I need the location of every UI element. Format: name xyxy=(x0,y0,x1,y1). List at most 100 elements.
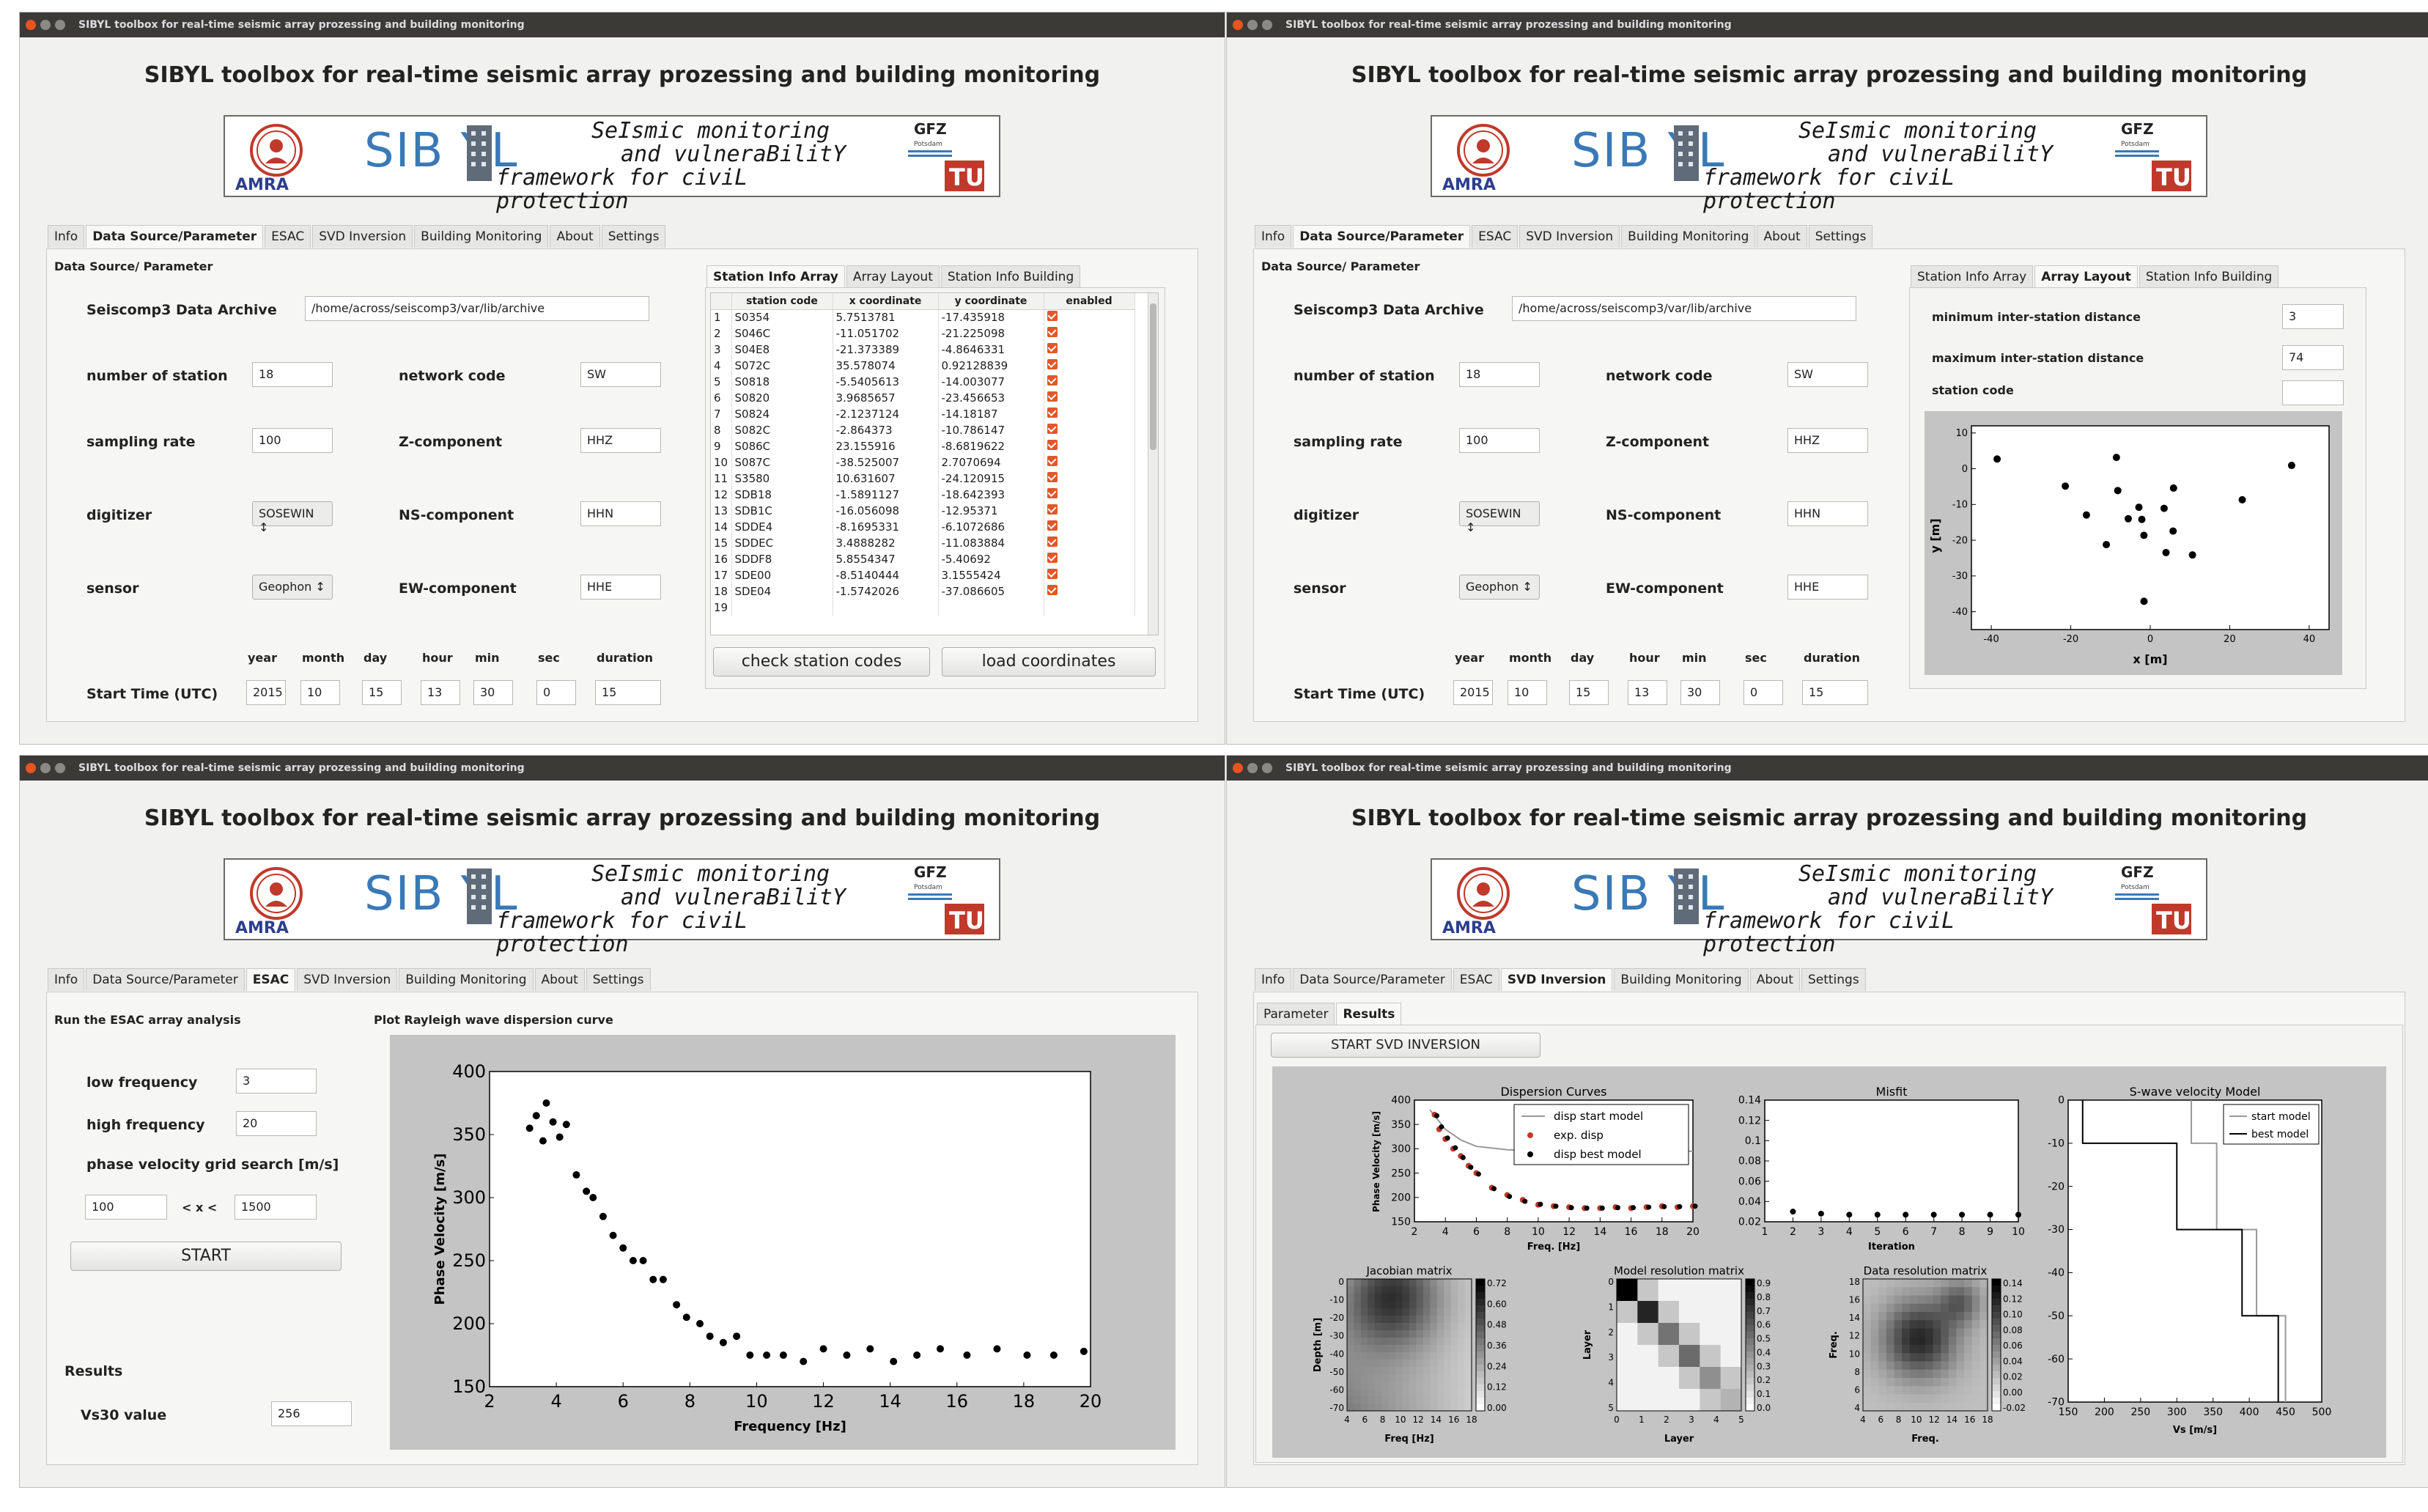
table-cell[interactable]: -11.083884 xyxy=(938,535,1044,551)
time-field-duration[interactable]: 15 xyxy=(1802,680,1868,705)
grid-min-field[interactable]: 100 xyxy=(85,1195,167,1220)
table-cell[interactable]: S04E8 xyxy=(731,342,833,358)
table-cell[interactable]: -2.864373 xyxy=(833,422,939,438)
tab-info[interactable]: Info xyxy=(48,968,85,991)
enabled-checkbox[interactable] xyxy=(1047,327,1058,337)
enabled-cell[interactable] xyxy=(1044,471,1135,487)
table-cell[interactable]: -12.95371 xyxy=(938,503,1044,519)
enabled-cell[interactable] xyxy=(1044,325,1135,342)
enabled-checkbox[interactable] xyxy=(1047,359,1058,369)
enabled-cell[interactable] xyxy=(1044,567,1135,583)
table-cell[interactable]: 10 xyxy=(711,454,732,471)
table-cell[interactable]: -1.5891127 xyxy=(833,487,939,503)
min-distance-field[interactable]: 3 xyxy=(2282,304,2344,329)
time-field-month[interactable]: 10 xyxy=(300,680,340,705)
enabled-checkbox[interactable] xyxy=(1047,424,1058,434)
table-cell[interactable]: S082C xyxy=(731,422,833,438)
subtab-array-layout[interactable]: Array Layout xyxy=(2034,265,2138,288)
tab-building-monitoring[interactable]: Building Monitoring xyxy=(1621,225,1756,248)
table-cell[interactable]: -8.6819622 xyxy=(938,438,1044,454)
table-cell[interactable]: S0824 xyxy=(731,406,833,422)
enabled-checkbox[interactable] xyxy=(1047,569,1058,579)
tab-info[interactable]: Info xyxy=(1255,225,1292,248)
station-code-field[interactable] xyxy=(2282,380,2344,405)
table-cell[interactable]: -6.1072686 xyxy=(938,519,1044,535)
time-field-year[interactable]: 2015 xyxy=(246,680,286,705)
table-cell[interactable]: 1 xyxy=(711,309,732,325)
enabled-checkbox[interactable] xyxy=(1047,504,1058,515)
table-cell[interactable]: 17 xyxy=(711,567,732,583)
column-header[interactable]: x coordinate xyxy=(833,293,939,310)
tab-esac[interactable]: ESAC xyxy=(265,225,311,248)
table-cell[interactable]: 0.92128839 xyxy=(938,358,1044,374)
subtab-station-info-building[interactable]: Station Info Building xyxy=(2139,265,2279,288)
table-row[interactable]: 1 S0354 5.7513781 -17.435918 xyxy=(711,309,1135,325)
enabled-cell[interactable] xyxy=(1044,438,1135,454)
enabled-checkbox[interactable] xyxy=(1047,488,1058,498)
scrollbar-thumb[interactable] xyxy=(1150,303,1156,450)
enabled-checkbox[interactable] xyxy=(1047,472,1058,482)
tab-info[interactable]: Info xyxy=(1255,968,1292,991)
table-cell[interactable]: -14.003077 xyxy=(938,374,1044,390)
table-cell[interactable]: 3 xyxy=(711,342,732,358)
table-cell[interactable]: 14 xyxy=(711,519,732,535)
z-component-field[interactable]: HHZ xyxy=(580,428,661,453)
network-code-field[interactable]: SW xyxy=(1787,362,1868,387)
enabled-checkbox[interactable] xyxy=(1047,520,1058,531)
enabled-cell[interactable] xyxy=(1044,342,1135,358)
enabled-cell[interactable] xyxy=(1044,600,1135,616)
table-cell[interactable]: -8.5140444 xyxy=(833,567,939,583)
table-cell[interactable]: -10.786147 xyxy=(938,422,1044,438)
tab-data-source[interactable]: Data Source/Parameter xyxy=(1293,968,1452,991)
time-field-day[interactable]: 15 xyxy=(1569,680,1609,705)
tab-esac[interactable]: ESAC xyxy=(1472,225,1519,248)
enabled-checkbox[interactable] xyxy=(1047,311,1058,322)
maximize-button[interactable] xyxy=(55,20,65,30)
enabled-checkbox[interactable] xyxy=(1047,391,1058,402)
archive-path-field[interactable]: /home/across/seiscomp3/var/lib/archive xyxy=(1512,296,1856,321)
tab-about[interactable]: About xyxy=(534,968,585,991)
column-header[interactable]: enabled xyxy=(1044,293,1135,310)
tab-about[interactable]: About xyxy=(1757,225,1807,248)
close-button[interactable] xyxy=(26,763,36,773)
time-field-min[interactable]: 30 xyxy=(1680,680,1720,705)
minimize-button[interactable] xyxy=(1247,763,1258,773)
table-cell[interactable]: S0818 xyxy=(731,374,833,390)
enabled-cell[interactable] xyxy=(1044,519,1135,535)
table-cell[interactable] xyxy=(731,600,833,616)
enabled-cell[interactable] xyxy=(1044,487,1135,503)
esac-start-button[interactable]: START xyxy=(70,1242,342,1271)
table-row[interactable]: 10 S087C -38.525007 2.7070694 xyxy=(711,454,1135,471)
close-button[interactable] xyxy=(1233,20,1243,30)
table-cell[interactable]: 2 xyxy=(711,325,732,342)
tab-data-source[interactable]: Data Source/Parameter xyxy=(86,968,245,991)
table-cell[interactable]: -21.225098 xyxy=(938,325,1044,342)
table-cell[interactable]: 6 xyxy=(711,390,732,406)
tab-data-source[interactable]: Data Source/Parameter xyxy=(86,225,264,248)
table-cell[interactable] xyxy=(833,600,939,616)
tab-about[interactable]: About xyxy=(550,225,600,248)
table-cell[interactable]: S087C xyxy=(731,454,833,471)
ew-component-field[interactable]: HHE xyxy=(580,575,661,600)
table-row[interactable]: 17 SDE00 -8.5140444 3.1555424 xyxy=(711,567,1135,583)
archive-path-field[interactable]: /home/across/seiscomp3/var/lib/archive xyxy=(305,296,649,321)
enabled-checkbox[interactable] xyxy=(1047,536,1058,547)
tab-svd-inversion[interactable]: SVD Inversion xyxy=(1500,968,1613,991)
table-cell[interactable]: -37.086605 xyxy=(938,583,1044,600)
tab-building-monitoring[interactable]: Building Monitoring xyxy=(399,968,534,991)
vs30-field[interactable]: 256 xyxy=(271,1401,352,1426)
table-cell[interactable]: SDDE4 xyxy=(731,519,833,535)
number-of-station-field[interactable]: 18 xyxy=(1459,362,1540,387)
sampling-rate-field[interactable]: 100 xyxy=(252,428,333,453)
table-cell[interactable]: 8 xyxy=(711,422,732,438)
table-cell[interactable]: S072C xyxy=(731,358,833,374)
sensor-select[interactable]: Geophon ↕ xyxy=(252,575,333,600)
subtab-parameter[interactable]: Parameter xyxy=(1257,1003,1335,1025)
table-row[interactable]: 15 SDDEC 3.4888282 -11.083884 xyxy=(711,535,1135,551)
enabled-checkbox[interactable] xyxy=(1047,456,1058,466)
table-row[interactable]: 6 S0820 3.9685657 -23.456653 xyxy=(711,390,1135,406)
enabled-cell[interactable] xyxy=(1044,454,1135,471)
table-scrollbar[interactable] xyxy=(1148,293,1158,635)
maximize-button[interactable] xyxy=(1262,20,1272,30)
time-field-hour[interactable]: 13 xyxy=(1628,680,1667,705)
